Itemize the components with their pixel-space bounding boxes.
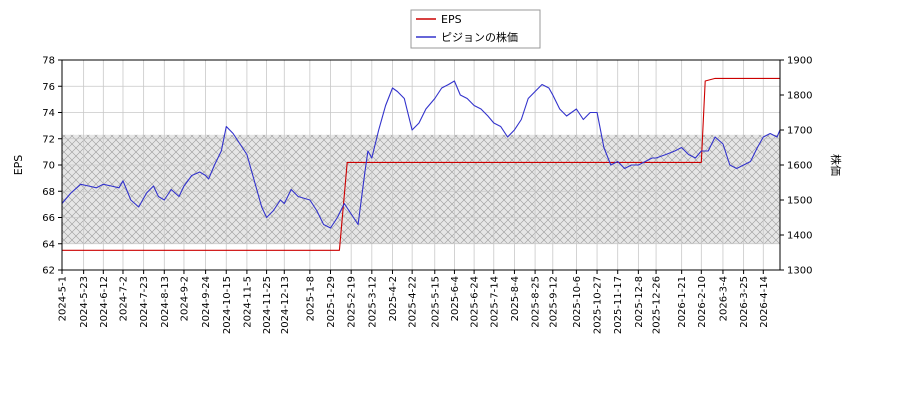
y-right-tick-label: 1900 [787,56,812,67]
x-tick-label: 2024-10-15 [222,276,233,334]
series-layer [61,77,781,251]
y-left-tick-label: 62 [42,266,55,277]
legend-label-price: ピジョンの株価 [441,30,518,44]
y-right-tick-label: 1600 [787,161,812,172]
legend: EPS ピジョンの株価 [410,9,541,49]
y-left-axis-title: EPS [12,155,25,176]
series-line-eps [62,77,780,251]
x-tick-label: 2025-1-8 [305,276,316,321]
x-tick-label: 2025-12-26 [652,276,663,334]
y-left-tick-label: 70 [42,161,55,172]
series-line-price [61,80,781,229]
y-left-tick-label: 76 [42,82,55,93]
x-tick-label: 2024-9-24 [201,276,212,328]
y-right-axis-title: 株価 [829,154,843,176]
x-tick-label: 2025-4-22 [408,276,419,328]
legend-label-eps: EPS [441,13,462,26]
x-tick-label: 2024-11-5 [242,276,253,328]
x-tick-label: 2024-7-2 [118,276,129,321]
x-tick-labels: 2024-5-1 2024-5-23 2024-6-12 2024-7-2 2024-7… [58,270,770,334]
x-tick-label: 2025-11-17 [613,276,624,334]
x-tick-label: 2026-3-4 [718,276,729,321]
x-tick-label: 2026-4-14 [759,276,770,328]
x-tick-label: 2025-7-14 [489,276,500,328]
x-tick-label: 2026-2-10 [697,276,708,328]
y-left-tick-label: 74 [42,108,55,119]
x-tick-label: 2024-7-23 [139,276,150,328]
y-right-tick-label: 1400 [787,231,812,242]
x-tick-label: 2026-3-25 [739,276,750,328]
shaded-band-rect [62,134,780,244]
x-tick-label: 2025-3-12 [367,276,378,328]
y-left-tick-label: 64 [42,239,55,250]
x-tick-label: 2025-10-6 [572,276,583,328]
x-tick-label: 2025-1-29 [326,276,337,328]
x-tick-label: 2025-6-24 [470,276,481,328]
y-left-tick-label: 72 [42,134,55,145]
x-tick-label: 2025-9-12 [548,276,559,328]
x-tick-label: 2025-4-2 [388,276,399,321]
y-right-tick-labels: 1300 1400 1500 1600 1700 1800 1900 [780,56,812,277]
y-left-tick-labels: 62 64 66 68 70 72 74 76 78 [42,56,62,277]
shaded-band [62,134,780,244]
y-right-tick-label: 1500 [787,196,812,207]
x-tick-label: 2025-10-27 [593,276,604,334]
x-tick-label: 2025-2-19 [347,276,358,328]
legend-box [410,9,541,49]
y-right-tick-label: 1300 [787,266,812,277]
y-right-tick-label: 1800 [787,91,812,102]
x-tick-label: 2025-6-4 [450,276,461,321]
x-tick-label: 2024-6-12 [99,276,110,328]
x-tick-label: 2024-9-2 [179,276,190,321]
y-left-tick-label: 66 [42,213,55,224]
x-tick-label: 2024-8-13 [160,276,171,328]
y-left-tick-label: 78 [42,56,55,67]
x-tick-label: 2024-5-23 [79,276,90,328]
x-tick-label: 2024-12-13 [280,276,291,334]
x-tick-label: 2025-5-15 [430,276,441,328]
x-tick-label: 2025-8-4 [510,276,521,321]
x-tick-label: 2026-1-21 [677,276,688,328]
x-tick-label: 2025-8-25 [531,276,542,328]
y-right-tick-label: 1700 [787,126,812,137]
y-left-tick-label: 68 [42,187,55,198]
x-tick-label: 2025-12-8 [634,276,645,328]
x-tick-label: 2024-5-1 [58,276,69,321]
x-tick-label: 2024-11-25 [262,276,273,334]
